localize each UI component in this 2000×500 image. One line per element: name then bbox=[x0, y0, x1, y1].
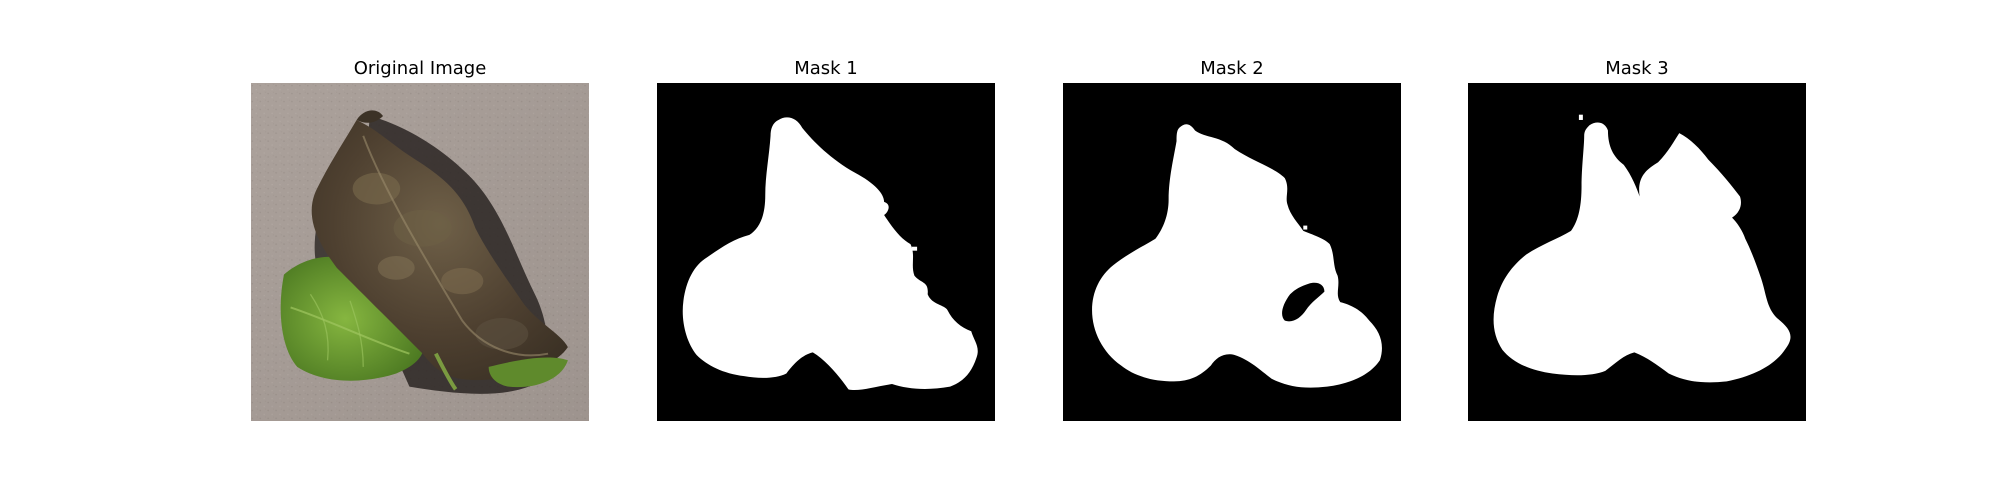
mask-2-title: Mask 2 bbox=[1200, 58, 1264, 79]
original-image-title: Original Image bbox=[353, 58, 487, 79]
mask-3-panel: Mask 3 bbox=[1468, 55, 1806, 421]
mask-2-image bbox=[1063, 83, 1401, 421]
mask-1-title: Mask 1 bbox=[794, 58, 858, 79]
mask-3-image bbox=[1468, 83, 1806, 421]
mask-1-image bbox=[657, 83, 995, 421]
mask-3-title: Mask 3 bbox=[1605, 58, 1669, 79]
original-image-panel: Original Image bbox=[251, 55, 589, 421]
original-leaf-image bbox=[251, 83, 589, 421]
mask-2-panel: Mask 2 bbox=[1063, 55, 1401, 421]
mask-1-panel: Mask 1 bbox=[657, 55, 995, 421]
